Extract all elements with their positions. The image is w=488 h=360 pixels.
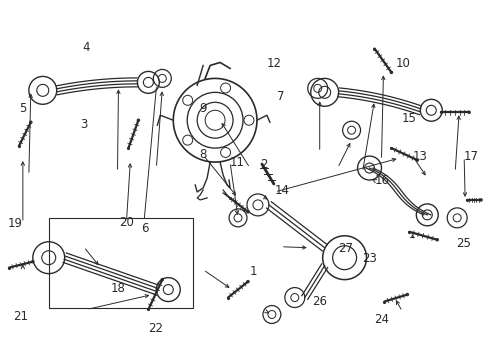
Text: 8: 8 — [199, 148, 206, 161]
Bar — [49, 218, 193, 307]
Text: 18: 18 — [110, 282, 125, 295]
Text: 21: 21 — [13, 310, 28, 323]
Text: 3: 3 — [80, 118, 87, 131]
Text: 17: 17 — [463, 150, 478, 163]
Text: 5: 5 — [19, 102, 26, 115]
Text: 9: 9 — [199, 102, 206, 115]
Text: 23: 23 — [362, 252, 376, 265]
Text: 1: 1 — [249, 265, 256, 278]
Text: 16: 16 — [374, 174, 389, 187]
Text: 7: 7 — [277, 90, 284, 103]
Text: 12: 12 — [266, 57, 281, 70]
Text: 6: 6 — [141, 222, 148, 235]
Text: 25: 25 — [455, 237, 470, 250]
Text: 26: 26 — [311, 296, 326, 309]
Text: 22: 22 — [148, 322, 163, 335]
Text: 19: 19 — [8, 216, 23, 230]
Text: 13: 13 — [412, 150, 427, 163]
Text: 24: 24 — [374, 312, 388, 326]
Text: 15: 15 — [401, 112, 416, 125]
Text: 27: 27 — [337, 242, 352, 255]
Text: 10: 10 — [395, 57, 409, 70]
Text: 20: 20 — [119, 216, 134, 229]
Text: 4: 4 — [82, 41, 90, 54]
Text: 2: 2 — [260, 158, 267, 171]
Text: 11: 11 — [229, 156, 244, 168]
Text: 14: 14 — [274, 184, 289, 197]
